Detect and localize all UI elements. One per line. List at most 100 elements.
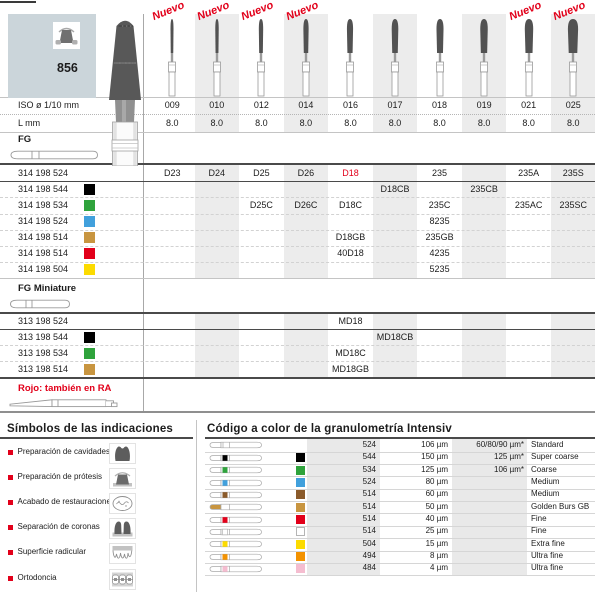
grit-bur-icon xyxy=(208,515,264,525)
indication-label: Superficie radicular xyxy=(17,547,86,557)
fg-section-label: FG xyxy=(18,134,32,145)
restoration-finishing-icon xyxy=(109,493,136,515)
grit-code: 494 xyxy=(362,551,376,561)
matrix-cell: D18GB xyxy=(335,231,366,242)
rule-line-dashed xyxy=(0,245,595,247)
matrix-cell: 235GB xyxy=(425,231,454,242)
indication-label: Acabado de restauraciones xyxy=(17,497,115,507)
rule-line xyxy=(0,180,595,183)
grit-bur-icon xyxy=(208,552,264,562)
grit-color-chip xyxy=(84,247,95,259)
iso-value: 016 xyxy=(342,100,358,110)
bur-photo xyxy=(205,15,229,97)
grit-name: Extra fine xyxy=(531,538,565,548)
indication-bullet xyxy=(8,550,13,556)
length-value: 8.0 xyxy=(299,117,313,128)
length-value: 8.0 xyxy=(210,117,224,128)
gran-row-line xyxy=(205,464,595,465)
cavity-prep-icon xyxy=(109,443,136,464)
rule-line xyxy=(0,277,595,279)
rule-line-dashed xyxy=(0,361,595,362)
gran-row-line xyxy=(205,525,595,527)
length-value: 8.0 xyxy=(344,117,357,128)
grit-color-chip xyxy=(296,502,305,512)
matrix-cell: 235S xyxy=(562,167,584,178)
gran-row-line xyxy=(205,451,595,453)
order-code: 314 198 534 xyxy=(18,199,69,210)
grit-name: Standard xyxy=(531,439,564,449)
length-value: 8.0 xyxy=(566,117,580,128)
rule-line-dotted xyxy=(0,114,595,115)
rule-line xyxy=(0,437,193,439)
grit-color-chip xyxy=(296,552,305,562)
rule-line xyxy=(0,376,595,379)
grit-bur-icon xyxy=(208,453,264,463)
grit-color-chip xyxy=(296,478,305,488)
gran-row-line xyxy=(205,575,595,577)
bur-photo xyxy=(249,15,273,97)
rule-line-dashed xyxy=(0,229,595,231)
grit-name: Golden Burs GB xyxy=(531,501,590,511)
grit-bur-icon xyxy=(208,465,264,475)
indication-label: Separación de coronas xyxy=(17,522,100,532)
matrix-cell: D26 xyxy=(297,167,315,178)
indication-bullet xyxy=(8,525,13,531)
rule-line xyxy=(205,437,595,439)
grit-size: 150 µm xyxy=(421,452,448,462)
matrix-cell: 5235 xyxy=(429,264,450,275)
matrix-cell: 235SC xyxy=(559,199,587,210)
length-value: 8.0 xyxy=(388,117,402,128)
grit-code: 524 xyxy=(362,477,376,487)
bur-photo xyxy=(294,15,318,97)
ra-bur-icon xyxy=(8,396,120,410)
bur-photo xyxy=(428,15,452,97)
page-corner-mark xyxy=(0,1,36,3)
granulometry-title: Código a color de la granulometría Inten… xyxy=(207,423,453,435)
order-code: 314 198 504 xyxy=(18,264,69,275)
fg-bur-icon xyxy=(8,148,100,162)
order-code: 313 198 534 xyxy=(18,348,69,358)
grit-bur-icon xyxy=(208,490,264,500)
grit-alt-size: 60/80/90 µm* xyxy=(476,439,524,449)
gran-row-line xyxy=(205,476,595,478)
matrix-cell: 4235 xyxy=(429,247,450,258)
shape-panel: 856 xyxy=(8,14,96,98)
grit-color-chip xyxy=(84,264,95,276)
figure-number: 856 xyxy=(57,61,78,75)
grit-color-chip xyxy=(296,453,305,463)
grit-size: 8 µm xyxy=(430,551,448,561)
rule-line xyxy=(0,410,595,413)
indication-bullet xyxy=(8,450,13,455)
grit-code: 514 xyxy=(362,514,376,524)
grit-bur-icon xyxy=(208,440,264,450)
grit-color-chip xyxy=(84,231,95,243)
grit-size: 125 µm xyxy=(421,464,448,474)
bur-shape-icon xyxy=(53,22,80,49)
grit-code: 534 xyxy=(362,464,376,474)
grit-code: 524 xyxy=(362,439,376,449)
bur-photo xyxy=(160,15,184,97)
indication-label: Ortodoncia xyxy=(17,572,57,582)
order-code: 314 198 514 xyxy=(18,247,69,258)
iso-value: 018 xyxy=(432,100,448,110)
rule-line xyxy=(0,328,595,331)
grit-size: 25 µm xyxy=(425,526,448,536)
grit-color-chip xyxy=(296,465,305,475)
alt-grain-column-band xyxy=(452,439,527,576)
rule-line-dashed xyxy=(0,213,595,215)
orthodontics-icon xyxy=(109,568,136,590)
order-code: 314 198 524 xyxy=(18,215,69,226)
grit-color-chip xyxy=(84,363,95,375)
grit-code: 514 xyxy=(362,489,376,499)
grit-bur-icon xyxy=(208,539,264,549)
grit-size: 106 µm xyxy=(421,439,448,449)
order-code: 314 198 524 xyxy=(18,167,69,178)
length-value: 8.0 xyxy=(522,117,535,128)
rule-line xyxy=(0,312,595,314)
grit-name: Ultra fine xyxy=(531,563,564,573)
grit-color-chip xyxy=(84,332,95,344)
grit-bur-icon xyxy=(208,527,264,537)
matrix-cell: MD18C xyxy=(335,348,366,358)
root-surface-icon xyxy=(109,543,136,565)
